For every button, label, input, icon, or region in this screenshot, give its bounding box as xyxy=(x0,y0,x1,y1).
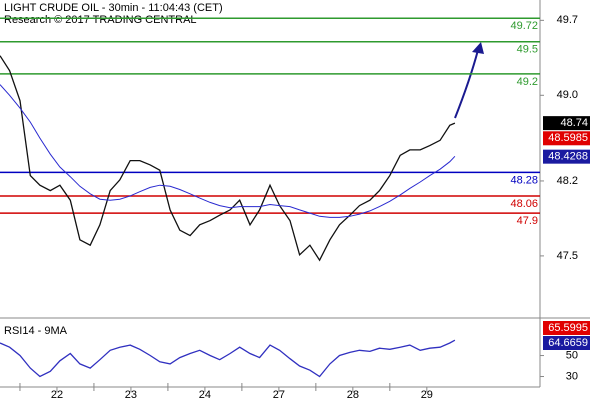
x-tick-label: 24 xyxy=(199,389,211,400)
forecast-arrow xyxy=(454,49,479,119)
price-label: 64.6659 xyxy=(548,337,588,349)
price-label-box xyxy=(543,116,590,131)
price-label: 48.5985 xyxy=(548,132,588,144)
x-tick-label: 28 xyxy=(347,389,359,400)
series-line xyxy=(0,55,456,262)
chart-title: LIGHT CRUDE OIL - 30min - 11:04:43 (CET) xyxy=(4,2,223,14)
x-tick-label: 22 xyxy=(51,389,63,400)
series-line xyxy=(0,84,456,218)
level-label: 49.5 xyxy=(517,44,538,56)
rsi-title: RSI14 - 9MA xyxy=(4,325,68,337)
level-label: 48.28 xyxy=(510,174,538,186)
chart-subtitle: Research © 2017 TRADING CENTRAL xyxy=(4,14,197,26)
arrow-head xyxy=(472,42,484,54)
y-tick-label: 49.7 xyxy=(557,14,578,26)
price-label-box xyxy=(543,336,590,350)
level-label: 48.06 xyxy=(510,198,538,210)
level-label: 49.72 xyxy=(510,20,538,32)
y-tick-label: 49.0 xyxy=(557,89,578,101)
level-label: 47.9 xyxy=(517,215,538,227)
x-tick-label: 27 xyxy=(273,389,285,400)
y-tick-label: 30 xyxy=(566,370,578,382)
price-label-box xyxy=(543,149,590,164)
price-label: 48.74 xyxy=(560,117,588,129)
x-tick-label: 29 xyxy=(421,389,433,400)
price-label-box xyxy=(543,131,590,146)
price-label: 65.5995 xyxy=(548,322,588,334)
y-tick-label: 48.2 xyxy=(557,175,578,187)
series-line xyxy=(0,339,456,378)
y-tick-label: 47.5 xyxy=(557,250,578,262)
level-label: 49.2 xyxy=(517,76,538,88)
price-label-box xyxy=(543,321,590,335)
y-tick-label: 50 xyxy=(566,349,578,361)
x-tick-label: 23 xyxy=(125,389,137,400)
price-label: 48.4268 xyxy=(548,151,588,163)
